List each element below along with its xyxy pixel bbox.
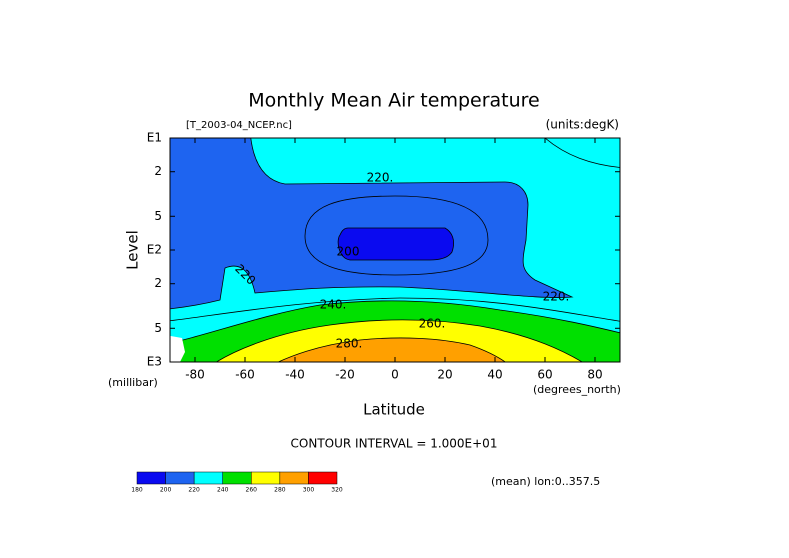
colorbar-box [251, 471, 281, 485]
y-tick-label: E3 [147, 355, 162, 369]
y-tick-label: E2 [147, 243, 162, 257]
y-tick-label: 5 [154, 321, 162, 335]
below-ground [170, 335, 185, 362]
contour-label: 280. [336, 337, 363, 351]
y-tick-label: 2 [154, 164, 162, 178]
x-unit: (degrees_north) [533, 383, 621, 396]
chart-title: Monthly Mean Air temperature [248, 90, 539, 112]
colorbar-label: 180 [131, 487, 143, 494]
contour-label: 240. [320, 298, 347, 312]
contour-label: 220. [543, 290, 570, 304]
x-tick-label: 40 [487, 368, 502, 382]
subtitle-right: (units:degK) [546, 118, 619, 132]
contour-label: 220. [367, 171, 394, 185]
x-tick-label: 80 [587, 368, 602, 382]
y-unit: (millibar) [108, 376, 158, 389]
colorbar-box [136, 471, 166, 485]
y-tick-label: 2 [154, 276, 162, 290]
colorbar-box [165, 471, 195, 485]
note: (mean) lon:0..357.5 [491, 475, 600, 488]
colorbar-label: 320 [331, 487, 343, 494]
colorbar-label: 220 [188, 487, 200, 494]
colorbar-label: 280 [274, 487, 286, 494]
contour-region [337, 227, 454, 261]
colorbar-box [222, 471, 252, 485]
x-tick-label: 0 [391, 368, 399, 382]
colorbar-label: 260 [246, 487, 258, 494]
contour-label: 260. [419, 317, 446, 331]
x-tick-label: -40 [285, 368, 305, 382]
contour-region [277, 337, 507, 362]
y-axis-label: Level [124, 230, 142, 270]
plot-area [169, 137, 621, 363]
y-tick-label: E1 [147, 131, 162, 145]
y-tick-label: 5 [154, 209, 162, 223]
x-tick-label: 20 [437, 368, 452, 382]
colorbar-label: 300 [303, 487, 315, 494]
colorbar-label: 240 [217, 487, 229, 494]
colorbar-box [279, 471, 309, 485]
subtitle-left: [T_2003-04_NCEP.nc] [186, 120, 292, 131]
contour-line [170, 297, 620, 322]
x-tick-label: -60 [235, 368, 255, 382]
x-tick-label: -20 [335, 368, 355, 382]
contour-line [544, 138, 620, 168]
contour-label: 200 [337, 245, 360, 259]
colorbar-label: 200 [160, 487, 172, 494]
footer: CONTOUR INTERVAL = 1.000E+01 [291, 437, 498, 451]
colorbar-box [308, 471, 338, 485]
contour-region [170, 138, 574, 310]
x-tick-label: -80 [185, 368, 205, 382]
fills [170, 138, 620, 362]
colorbar-box [193, 471, 223, 485]
x-tick-label: 60 [537, 368, 552, 382]
x-axis-label: Latitude [363, 401, 425, 419]
contour-line [304, 195, 489, 276]
